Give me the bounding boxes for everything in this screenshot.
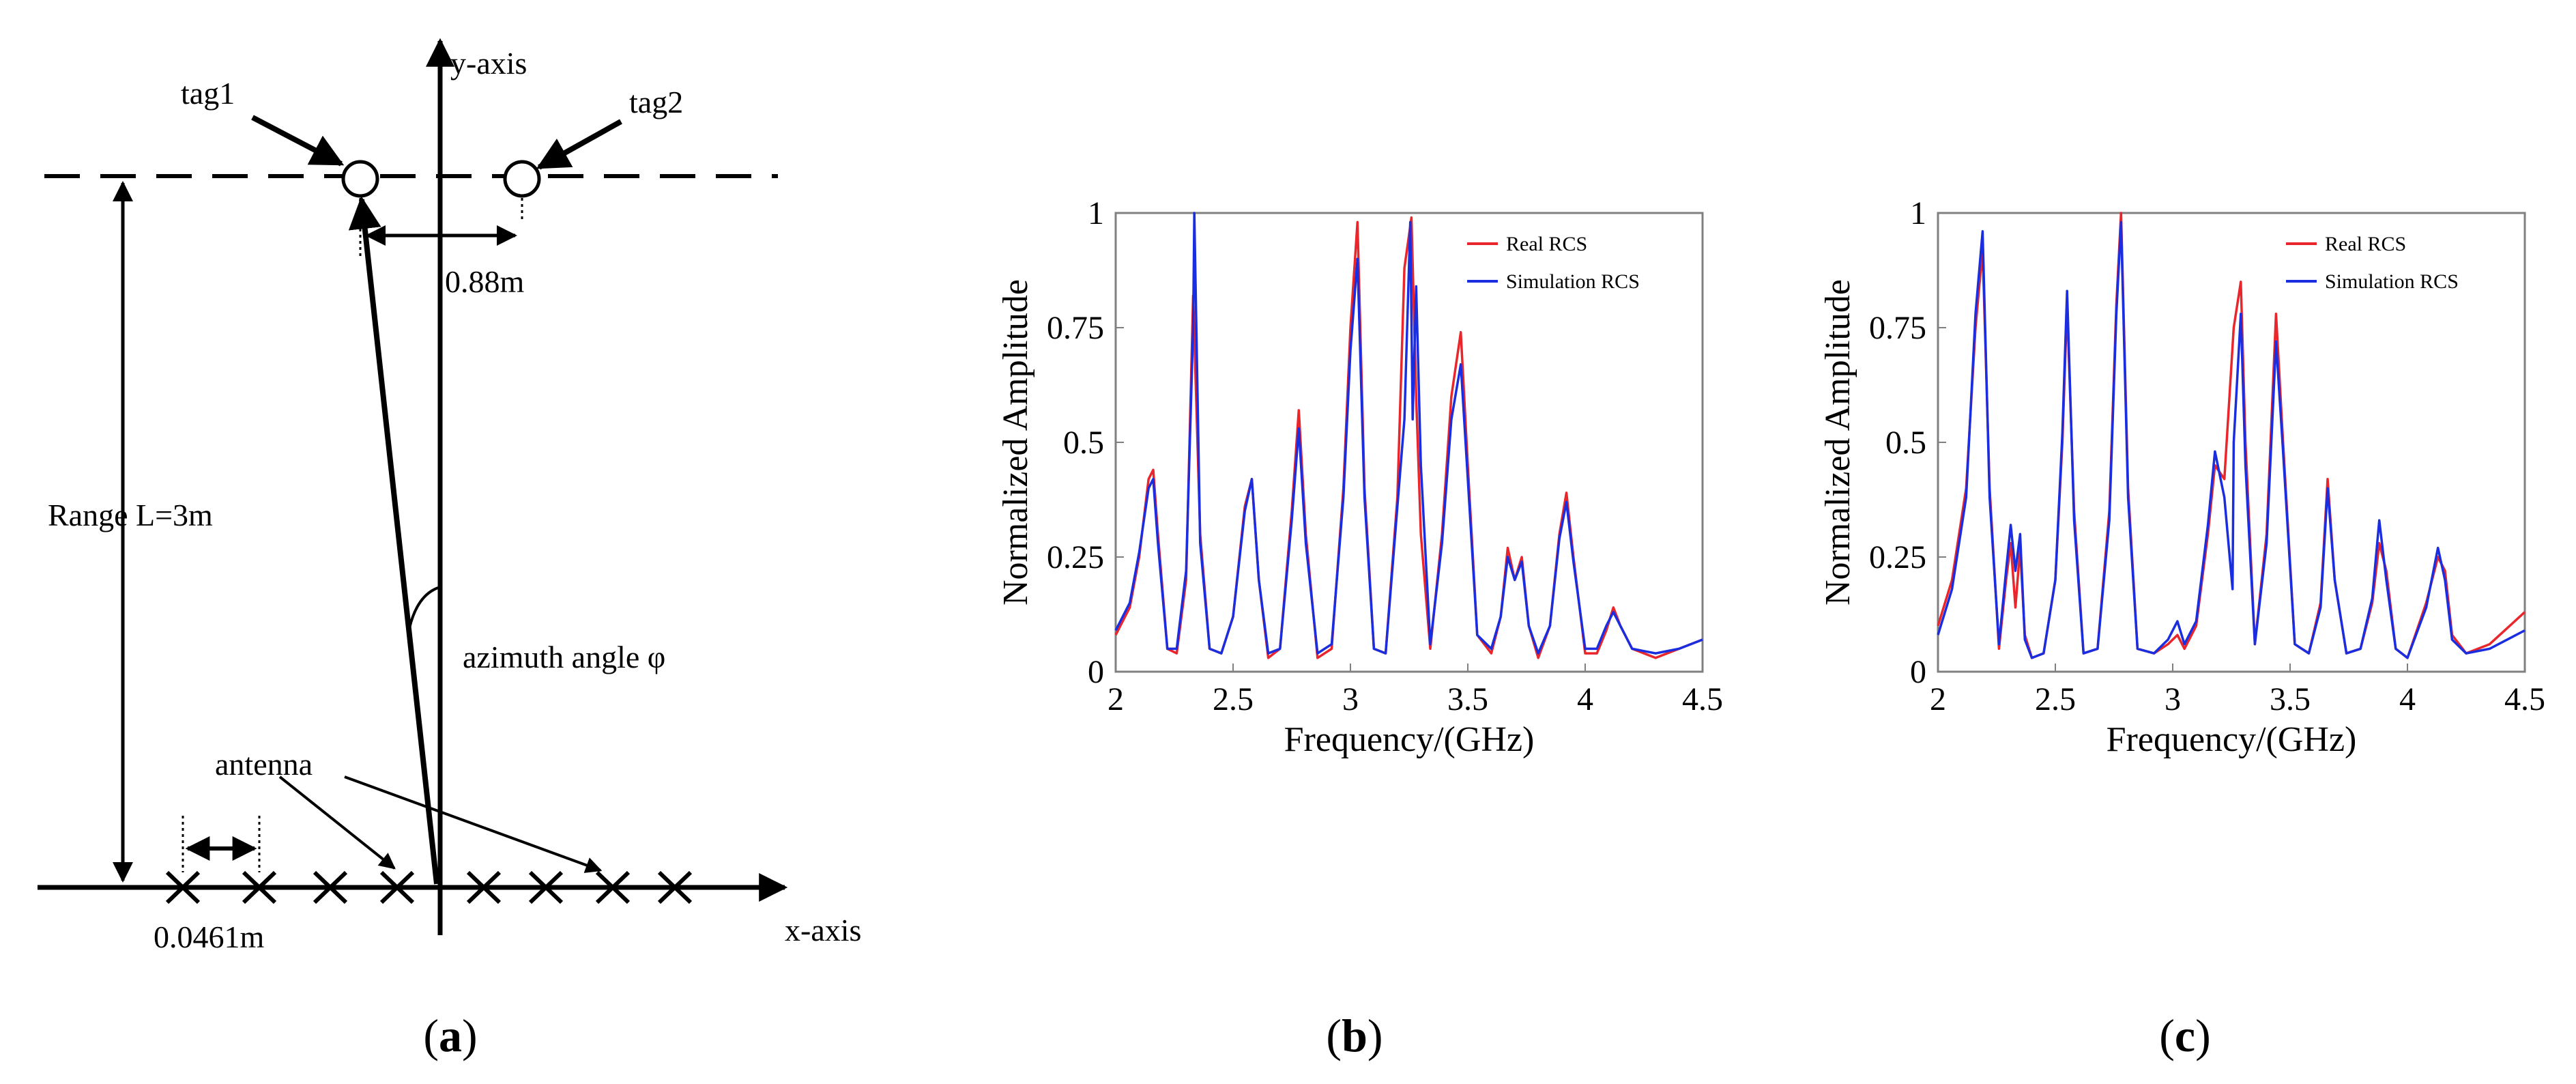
chart-c-ytick-label: 0 [1910, 654, 1926, 690]
azimuth-ray [348, 196, 439, 885]
chart-c-ticks [1937, 327, 2526, 672]
chart-b: 2 2.5 3 3.5 4 4.5 0 0.25 0.5 0.75 1 Freq… [996, 195, 1723, 1061]
panel-c-label: (c) [2159, 1010, 2211, 1061]
chart-c-xtick-label: 4.5 [2504, 681, 2545, 717]
antenna-spacing-label: 0.0461m [154, 919, 265, 954]
antenna-pointer-right [344, 775, 603, 873]
antenna-marker [165, 870, 201, 904]
chart-c-xtick-label: 4 [2399, 681, 2416, 717]
panel-a-diagram: y-axis x-axis tag1 tag2 0.88m Range L=3m… [38, 38, 861, 1061]
panel-a-label: (a) [423, 1010, 477, 1061]
range-label: Range L=3m [48, 498, 213, 532]
tag2-marker [503, 160, 541, 198]
antenna-array [165, 870, 693, 904]
antenna-pointer-left [278, 775, 396, 870]
chart-c-xlabel: Frequency/(GHz) [2107, 720, 2357, 759]
chart-c-ytick-label: 0.5 [1885, 425, 1926, 461]
antenna-marker [379, 870, 415, 904]
tag1-pointer-arrow [251, 115, 345, 167]
chart-c-ytick-label: 1 [1910, 195, 1926, 231]
tag2-pointer-arrow [536, 119, 622, 170]
chart-b-ytick-label: 0.25 [1047, 539, 1104, 575]
antenna-label: antenna [215, 747, 313, 782]
chart-b-ytick-label: 1 [1088, 195, 1104, 231]
chart-c-series-real-line [1937, 212, 2526, 659]
chart-c-xtick-label: 2 [1930, 681, 1946, 717]
chart-b-ylabel: Normalized Amplitude [996, 279, 1035, 605]
chart-b-ticks [1115, 327, 1703, 672]
chart-c-legend-real-label: Real RCS [2325, 233, 2406, 255]
chart-b-legend: Real RCS Simulation RCS [1467, 233, 1640, 293]
antenna-marker [528, 870, 564, 904]
chart-b-xtick-label: 3.5 [1447, 681, 1488, 717]
antenna-marker [313, 870, 348, 904]
chart-b-ytick-label: 0.75 [1047, 310, 1104, 346]
chart-b-legend-sim-label: Simulation RCS [1506, 270, 1640, 293]
antenna-marker [657, 870, 693, 904]
chart-c-series-sim-line [1937, 220, 2526, 659]
chart-b-ytick-label: 0.5 [1063, 425, 1104, 461]
azimuth-label: azimuth angle φ [463, 640, 665, 674]
tag2-label: tag2 [629, 85, 683, 119]
chart-b-series-sim-line [1114, 212, 1703, 655]
chart-b-xtick-label: 4 [1577, 681, 1593, 717]
antenna-marker [466, 870, 502, 904]
azimuth-angle-arc [408, 586, 441, 629]
antenna-marker [595, 870, 631, 904]
chart-c-xtick-label: 3.5 [2270, 681, 2311, 717]
chart-c-ylabel: Normalized Amplitude [1819, 279, 1857, 605]
tag1-label: tag1 [181, 76, 235, 111]
chart-c-ytick-label: 0.75 [1869, 310, 1926, 346]
x-axis-label: x-axis [785, 913, 861, 947]
panel-b-label: (b) [1326, 1010, 1383, 1061]
y-axis-label: y-axis [450, 46, 527, 81]
chart-b-xlabel: Frequency/(GHz) [1284, 720, 1535, 759]
chart-b-xtick-label: 2 [1108, 681, 1124, 717]
chart-b-xtick-label: 4.5 [1682, 681, 1723, 717]
chart-b-xtick-label: 2.5 [1213, 681, 1254, 717]
chart-c-legend-sim-label: Simulation RCS [2325, 270, 2459, 293]
tag1-marker [341, 160, 379, 198]
tag-spacing-label: 0.88m [445, 264, 525, 299]
chart-c-ytick-label: 0.25 [1869, 539, 1926, 575]
antenna-marker [242, 870, 277, 904]
chart-b-xtick-label: 3 [1342, 681, 1359, 717]
chart-b-legend-real-label: Real RCS [1506, 233, 1587, 255]
chart-c-xtick-label: 3 [2165, 681, 2181, 717]
chart-b-ytick-label: 0 [1088, 654, 1104, 690]
chart-c-xtick-label: 2.5 [2035, 681, 2076, 717]
chart-c-legend: Real RCS Simulation RCS [2286, 233, 2459, 293]
chart-c: 2 2.5 3 3.5 4 4.5 0 0.25 0.5 0.75 1 Freq… [1819, 195, 2545, 1061]
